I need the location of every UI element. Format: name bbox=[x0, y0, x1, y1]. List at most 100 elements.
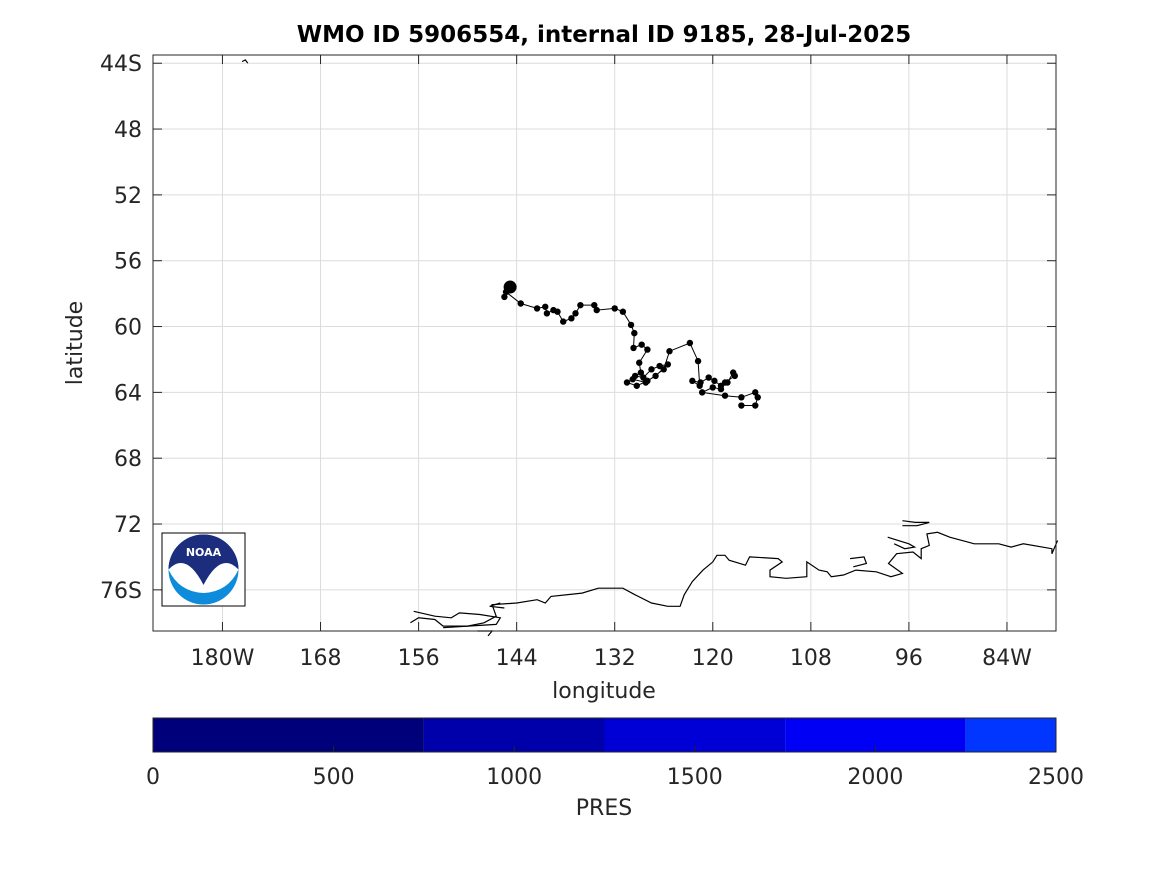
profile-point bbox=[637, 369, 645, 376]
colorbar-segment bbox=[965, 718, 1056, 752]
profile-point bbox=[593, 306, 600, 314]
x-tick-label: 108 bbox=[790, 646, 832, 671]
profile-point bbox=[636, 359, 643, 366]
profile-point bbox=[560, 318, 567, 325]
profile-point bbox=[660, 366, 667, 373]
profile-point bbox=[752, 389, 759, 396]
colorbar-tick-label: 1000 bbox=[486, 765, 542, 790]
plot-area bbox=[152, 54, 1059, 637]
profile-point bbox=[754, 394, 761, 401]
profile-point bbox=[689, 377, 696, 385]
profile-point bbox=[629, 376, 636, 383]
profile-point bbox=[705, 374, 712, 381]
x-tick-label: 168 bbox=[300, 646, 342, 671]
colorbar-tick-label: 1500 bbox=[667, 765, 723, 790]
profile-point bbox=[731, 372, 739, 380]
colorbar-tick-labels: 0 500 1000 1500 2000 2500 bbox=[146, 765, 1084, 790]
profile-point bbox=[623, 379, 631, 386]
x-axis-label: longitude bbox=[552, 679, 656, 704]
profile-point bbox=[738, 394, 745, 401]
x-tick-label: 84W bbox=[982, 646, 1032, 671]
profile-point bbox=[697, 379, 704, 386]
coastline-segment bbox=[410, 531, 1059, 627]
profile-point bbox=[752, 402, 759, 409]
x-tick-label: 120 bbox=[692, 646, 734, 671]
y-tick-label: 44S bbox=[100, 52, 142, 77]
profile-point bbox=[572, 310, 579, 317]
axis-tick-marks bbox=[153, 55, 1056, 631]
profile-point bbox=[501, 293, 508, 301]
profile-point bbox=[633, 382, 640, 389]
logo-navy-top bbox=[168, 534, 239, 585]
profile-point bbox=[738, 402, 745, 409]
profile-point bbox=[533, 305, 541, 312]
coastline-segment bbox=[241, 59, 249, 64]
profile-point bbox=[627, 321, 635, 329]
colorbar: 0 500 1000 1500 2000 2500 PRES bbox=[146, 717, 1084, 821]
profile-point bbox=[543, 310, 551, 317]
x-tick-label: 96 bbox=[895, 646, 923, 671]
coastline-segment bbox=[477, 630, 494, 637]
profile-point bbox=[694, 357, 702, 365]
profile-point bbox=[631, 329, 638, 337]
profile-point bbox=[638, 341, 645, 348]
colorbar-tick-label: 500 bbox=[313, 765, 355, 790]
profile-point bbox=[577, 301, 584, 309]
coastline-segment bbox=[902, 520, 930, 527]
profile-point bbox=[517, 300, 524, 307]
profile-point bbox=[591, 301, 598, 309]
coastline-segment bbox=[887, 536, 917, 550]
x-tick-label: 144 bbox=[496, 646, 538, 671]
logo-text: NOAA bbox=[186, 546, 222, 559]
profile-point bbox=[686, 339, 694, 347]
colorbar-segment bbox=[153, 718, 424, 752]
y-tick-label: 64 bbox=[114, 381, 142, 406]
profile-point bbox=[630, 344, 637, 352]
profile-point bbox=[644, 346, 651, 353]
logo-gull-wave bbox=[168, 562, 239, 593]
coastline-segment bbox=[489, 602, 505, 609]
profile-point bbox=[568, 315, 575, 322]
colorbar-label: PRES bbox=[576, 796, 632, 821]
profile-point bbox=[709, 384, 716, 391]
colorbar-tick-label: 2000 bbox=[847, 765, 903, 790]
profile-point bbox=[666, 348, 673, 355]
noaa-logo: NOAA bbox=[161, 532, 246, 607]
profile-point bbox=[554, 308, 561, 315]
profile-point bbox=[721, 392, 729, 399]
profile-point bbox=[721, 379, 729, 386]
colorbar-frame bbox=[152, 717, 1057, 753]
x-tick-labels: 180W 168 156 144 132 120 108 96 84W bbox=[191, 646, 1033, 671]
y-tick-label: 48 bbox=[114, 118, 142, 143]
y-tick-labels: 44S 48 52 56 60 64 68 72 76S bbox=[100, 52, 142, 604]
colorbar-tick-label: 0 bbox=[146, 765, 160, 790]
plot-background bbox=[153, 55, 1056, 631]
profile-point bbox=[717, 385, 725, 393]
start-point bbox=[503, 280, 517, 294]
profile-point bbox=[711, 377, 718, 385]
profile-point bbox=[648, 366, 655, 373]
grid-lines bbox=[153, 55, 1056, 631]
chart-title: WMO ID 5906554, internal ID 9185, 28-Jul… bbox=[297, 22, 912, 48]
profile-point bbox=[664, 361, 672, 368]
profile-point bbox=[652, 372, 659, 380]
colorbar-ticks bbox=[152, 746, 1057, 752]
profile-point bbox=[542, 303, 549, 310]
colorbar-tick-label: 2500 bbox=[1028, 765, 1084, 790]
x-tick-label: 156 bbox=[398, 646, 440, 671]
coastline-segment bbox=[850, 556, 868, 568]
profile-point bbox=[619, 308, 627, 315]
y-tick-label: 76S bbox=[100, 579, 142, 604]
y-tick-label: 60 bbox=[114, 316, 142, 341]
y-tick-label: 72 bbox=[114, 513, 142, 538]
float-track bbox=[501, 280, 761, 409]
profile-point bbox=[698, 389, 706, 396]
colorbar-segments bbox=[153, 718, 1056, 752]
profile-point bbox=[611, 305, 618, 312]
plot-frame bbox=[152, 54, 1057, 632]
y-axis-label: latitude bbox=[63, 301, 88, 385]
profile-point bbox=[642, 379, 649, 386]
y-tick-label: 68 bbox=[114, 447, 142, 472]
x-tick-label: 132 bbox=[594, 646, 636, 671]
